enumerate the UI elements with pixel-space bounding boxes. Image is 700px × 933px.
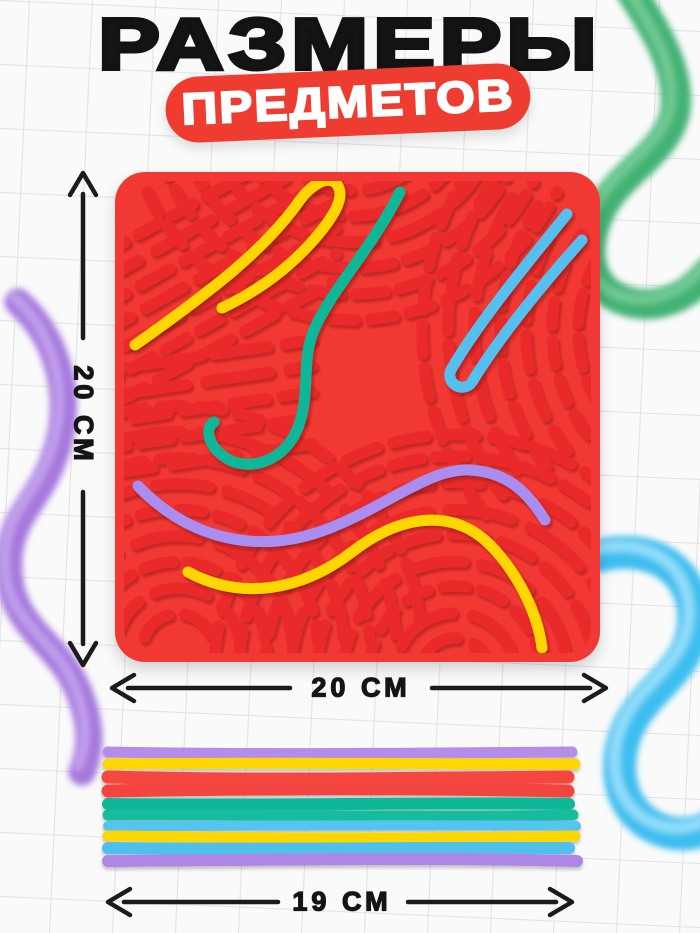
blue-squiggle-decor [581,535,700,851]
arrow-right-icon [547,886,575,918]
bundle-cord-yellow [102,830,581,844]
purple-squiggle-decor [0,288,103,786]
bundle-cord-yellow [102,757,581,770]
board-cord-yellow-bottom [182,514,548,653]
bundle-length-dimension-arrow [105,886,575,918]
board-cord-teal [203,186,406,470]
board-width-dimension-arrow [109,672,609,704]
bundle-cord-light-blue [103,820,581,831]
board-cord-yellow-top [129,181,346,351]
strings-bundle [101,746,583,867]
board-height-label: 20 СМ [68,365,99,465]
bundle-cord-light-blue [102,841,575,855]
maze-board [115,172,600,662]
board-cord-blue [444,208,588,393]
board-width-label: 20 СМ [311,672,411,703]
maze-board-cords [129,181,588,653]
arrow-left-icon [105,886,133,918]
arrow-up-icon [67,170,99,198]
bundle-cord-teal [102,809,579,822]
bundle-cord-red [101,770,575,786]
bundle-cord-purple [102,852,583,867]
bundle-cord-teal [102,797,575,811]
arrow-down-icon [67,640,99,668]
arrow-right-icon [581,672,609,704]
bundle-length-label: 19 СМ [292,886,392,917]
bundle-cord-purple [102,746,578,760]
arrow-left-icon [109,672,137,704]
board-height-dimension-arrow [67,170,99,668]
bundle-cord-red [101,782,575,798]
green-squiggle-decor [575,0,700,320]
board-cord-purple [132,464,551,548]
